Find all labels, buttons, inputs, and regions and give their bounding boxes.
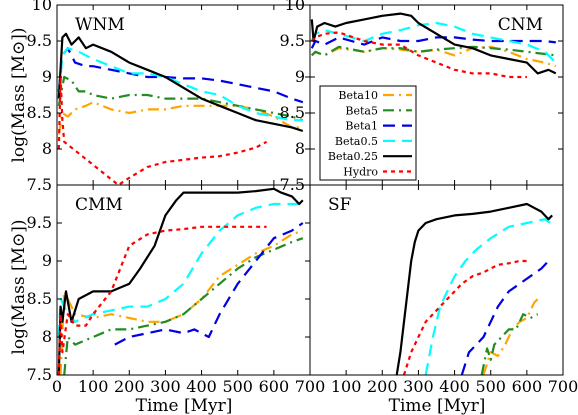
series-line-sf-hydro (402, 259, 527, 375)
series-line-wnm-beta10 (57, 101, 303, 135)
y-tick-label: 8.5 (280, 103, 305, 122)
series-line-wnm-beta1 (57, 47, 304, 104)
panel-title-wnm: WNM (75, 15, 125, 35)
x-tick-label: 700 (295, 377, 326, 396)
y-tick-label: 8.5 (27, 289, 52, 308)
series-line-sf-beta0-25 (395, 202, 553, 375)
x-tick-label: 100 (331, 377, 362, 396)
series-line-cnm-hydro (311, 31, 527, 79)
x-tick-label: 600 (512, 377, 543, 396)
series-line-wnm-beta0-25 (57, 32, 304, 133)
ticks-layer: WNM 7.5 8 8.5 9 9.5 10 CNM 7.5 8 8.5 9 9.5 10 CMM 7.5 8 8… (27, 0, 578, 396)
series-line-sf-beta5 (480, 313, 539, 375)
panel-cnm (310, 12, 557, 79)
legend-label-beta0-5: Beta0.5 (335, 135, 378, 148)
panel-sf (395, 202, 557, 375)
panel-cmm (57, 187, 304, 375)
legend-label-beta1: Beta1 (345, 120, 378, 133)
series-line-cmm-beta0-5 (57, 202, 303, 338)
panel-title-sf: SF (328, 195, 352, 215)
y-tick-label: 9 (42, 67, 52, 86)
legend: Beta10 Beta5 Beta1 Beta0.5 Beta0.25 Hydro (319, 85, 417, 181)
x-axis-label-right: Time [Myr] (389, 396, 486, 415)
panel-title-cmm: CMM (75, 195, 123, 215)
legend-box (319, 85, 417, 181)
y-tick-label: 10 (285, 0, 305, 14)
x-tick-label: 100 (78, 377, 109, 396)
y-axis-label-top: log(Mass [M⊙]) (9, 27, 29, 162)
series-line-cmm-beta10 (59, 229, 304, 375)
panels-layer (57, 12, 557, 375)
series-line-cnm-beta0-5 (310, 21, 557, 64)
x-tick-label: 0 (52, 377, 62, 396)
panel-wnm (57, 32, 304, 185)
y-tick-label: 9.5 (280, 31, 305, 50)
x-tick-label: 200 (114, 377, 145, 396)
y-tick-label: 8 (42, 327, 52, 346)
series-line-cnm-beta10 (311, 45, 557, 68)
y-tick-label: 10 (32, 0, 52, 14)
panel-frame-sf (309, 184, 564, 376)
series-line-cnm-beta1 (310, 36, 556, 49)
legend-label-hydro: Hydro (343, 166, 378, 179)
y-tick-label: 8.5 (27, 103, 52, 122)
y-tick-label: 9.5 (27, 213, 52, 232)
x-tick-label: 300 (150, 377, 181, 396)
legend-label-beta0-25: Beta0.25 (328, 150, 378, 163)
legend-label-beta5: Beta5 (345, 104, 378, 117)
y-tick-label: 9.5 (27, 31, 52, 50)
series-line-cnm-beta0-25 (310, 12, 557, 75)
x-tick-label: 500 (475, 377, 506, 396)
y-tick-label: 8 (295, 139, 305, 158)
x-tick-label: 500 (222, 377, 253, 396)
x-tick-label: 300 (403, 377, 434, 396)
series-line-cmm-beta0-25 (57, 187, 304, 375)
series-line-sf-beta10 (482, 298, 539, 375)
x-tick-label: 200 (367, 377, 398, 396)
series-line-wnm-beta0-5 (57, 47, 303, 122)
x-tick-label: 400 (439, 377, 470, 396)
x-tick-label: 600 (259, 377, 290, 396)
y-axis-label-bottom: log(Mass [M⊙]) (9, 219, 29, 354)
y-tick-label: 7.5 (280, 175, 305, 194)
series-line-cnm-beta5 (311, 45, 556, 57)
series-line-sf-beta1 (460, 260, 550, 375)
x-tick-label: 400 (186, 377, 217, 396)
panel-title-cnm: CNM (498, 15, 543, 35)
series-line-cmm-hydro (57, 225, 267, 375)
y-tick-label: 8 (42, 139, 52, 158)
series-line-wnm-beta5 (57, 75, 304, 122)
series-line-sf-beta0-5 (424, 218, 557, 375)
y-tick-label: 9 (295, 67, 305, 86)
series-line-wnm-hydro (57, 75, 268, 185)
series-line-cmm-beta1 (114, 222, 304, 346)
x-axis-label-left: Time [Myr] (136, 396, 233, 415)
y-tick-label: 7.5 (27, 365, 52, 384)
frames-layer (56, 4, 564, 376)
y-tick-label: 9 (42, 251, 52, 270)
legend-label-beta10: Beta10 (338, 89, 378, 102)
x-tick-label: 700 (548, 377, 578, 396)
y-tick-label: 7.5 (27, 175, 52, 194)
